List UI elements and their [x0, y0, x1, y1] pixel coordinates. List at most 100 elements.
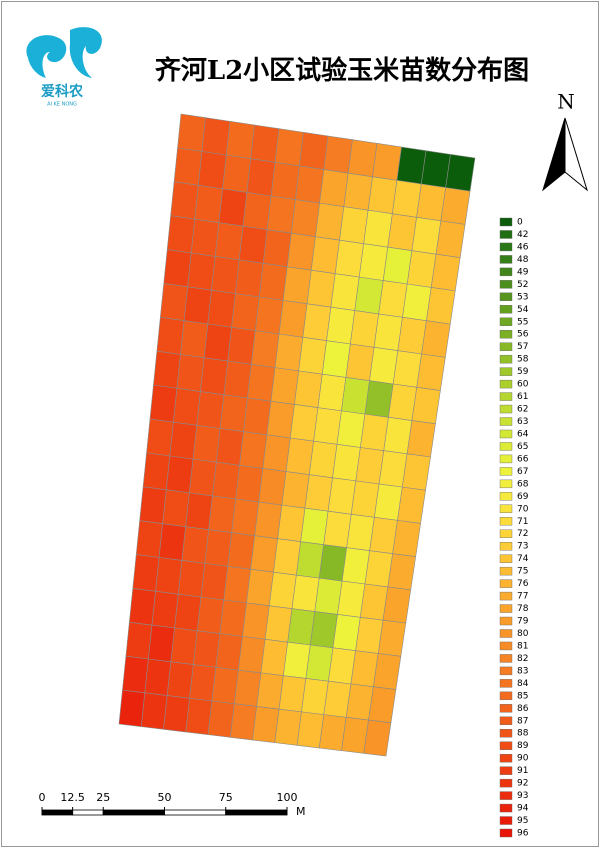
legend-swatch: [499, 292, 513, 302]
legend-swatch: [499, 305, 513, 314]
plot-cell: [323, 135, 353, 174]
plot-cell: [148, 624, 175, 663]
plot-cell: [421, 320, 451, 358]
plot-cell: [334, 239, 365, 278]
legend-label: 71: [517, 517, 528, 527]
north-label: N: [557, 90, 575, 114]
plot-cell: [185, 492, 213, 531]
plot-cell: [238, 225, 268, 264]
legend-label: 96: [517, 829, 529, 839]
plot-cell: [326, 306, 356, 345]
plot-cell: [155, 557, 183, 595]
plot-cell: [382, 586, 412, 624]
plot-cell: [200, 563, 229, 601]
legend-swatch: [499, 417, 513, 426]
plot-cell: [233, 669, 262, 707]
plot-cell: [285, 437, 314, 476]
plot-cell: [373, 313, 403, 352]
legend-swatch: [499, 367, 513, 376]
plot-cell: [416, 183, 447, 222]
scale-segment: [102, 809, 165, 816]
plot-cell: [223, 565, 251, 604]
plot-cell: [306, 269, 336, 308]
plot-cell: [215, 428, 244, 466]
legend-swatch: [499, 753, 513, 763]
legend-label: 75: [517, 567, 528, 577]
plot-cell: [411, 386, 441, 425]
plot-cell: [426, 287, 456, 325]
plot-cell: [231, 498, 260, 537]
legend-swatch: [499, 729, 513, 738]
legend-swatch: [499, 317, 513, 326]
legend-swatch: [499, 604, 513, 613]
legend-swatch: [499, 342, 513, 351]
plot-cell: [255, 296, 284, 335]
legend-label: 66: [517, 454, 529, 464]
plot-cell: [174, 593, 202, 632]
legend-label: 70: [517, 504, 529, 514]
north-arrow: [564, 117, 588, 192]
plot-cell: [291, 574, 320, 612]
legend-swatch: [499, 529, 513, 538]
legend-swatch: [499, 454, 513, 464]
scale-segment: [225, 809, 288, 816]
plot-cell: [132, 554, 160, 592]
plot-cell: [235, 464, 264, 503]
logo: 爱科农 AI KE NONG: [26, 27, 102, 108]
plot-cell: [193, 630, 221, 668]
legend-swatch: [499, 591, 513, 601]
legend-swatch: [499, 267, 513, 277]
logo-text: 爱科农: [41, 83, 84, 100]
plot-cell: [367, 176, 398, 215]
plot-cell: [198, 151, 227, 190]
legend-label: 93: [517, 791, 528, 801]
plot-cell: [208, 495, 236, 534]
legend-label: 83: [517, 666, 528, 676]
legend-swatch: [499, 379, 513, 389]
plot-cell: [258, 262, 288, 301]
plot-cell: [204, 529, 232, 567]
legend-label: 86: [517, 704, 529, 714]
legend-label: 85: [517, 691, 528, 701]
plot-cell: [160, 283, 188, 322]
legend-swatch: [499, 442, 513, 451]
legend-swatch: [499, 566, 513, 576]
plot-cell: [231, 293, 260, 332]
scale-label: 0: [39, 791, 46, 804]
plot-cell: [142, 452, 171, 491]
legend-swatch: [499, 504, 513, 513]
legend-label: 68: [517, 479, 529, 489]
plot-cell: [290, 199, 320, 238]
plot-cell: [144, 658, 172, 696]
plot-cell: [266, 400, 295, 439]
plot-cell: [222, 154, 252, 193]
plot-cell: [177, 560, 206, 598]
plot-cell: [420, 150, 451, 188]
legend-label: 82: [517, 654, 528, 664]
plot-cell: [411, 216, 442, 255]
plot-cell: [187, 252, 216, 291]
plot-cell: [166, 215, 196, 254]
legend-swatch: [499, 641, 513, 651]
scale-unit: M: [296, 805, 306, 818]
plot-cell: [372, 142, 402, 181]
plot-cell: [281, 471, 310, 509]
plot-cell: [268, 571, 297, 610]
legend-label: 90: [517, 754, 529, 764]
legend-label: 42: [517, 230, 528, 240]
legend-swatch: [499, 691, 513, 701]
plot-cell: [343, 172, 373, 211]
plot-cell: [266, 195, 296, 234]
legend-label: 77: [517, 592, 528, 602]
legend-label: 46: [517, 242, 529, 252]
legend-label: 61: [517, 392, 528, 402]
plot-cell: [396, 146, 427, 185]
plot-cell: [218, 188, 248, 227]
plot-cell: [173, 147, 203, 186]
plot-cell: [287, 608, 316, 646]
plot-cell: [181, 526, 209, 564]
plot-cell: [317, 373, 347, 412]
scale-label: 50: [158, 791, 172, 804]
legend-swatch: [499, 791, 513, 800]
